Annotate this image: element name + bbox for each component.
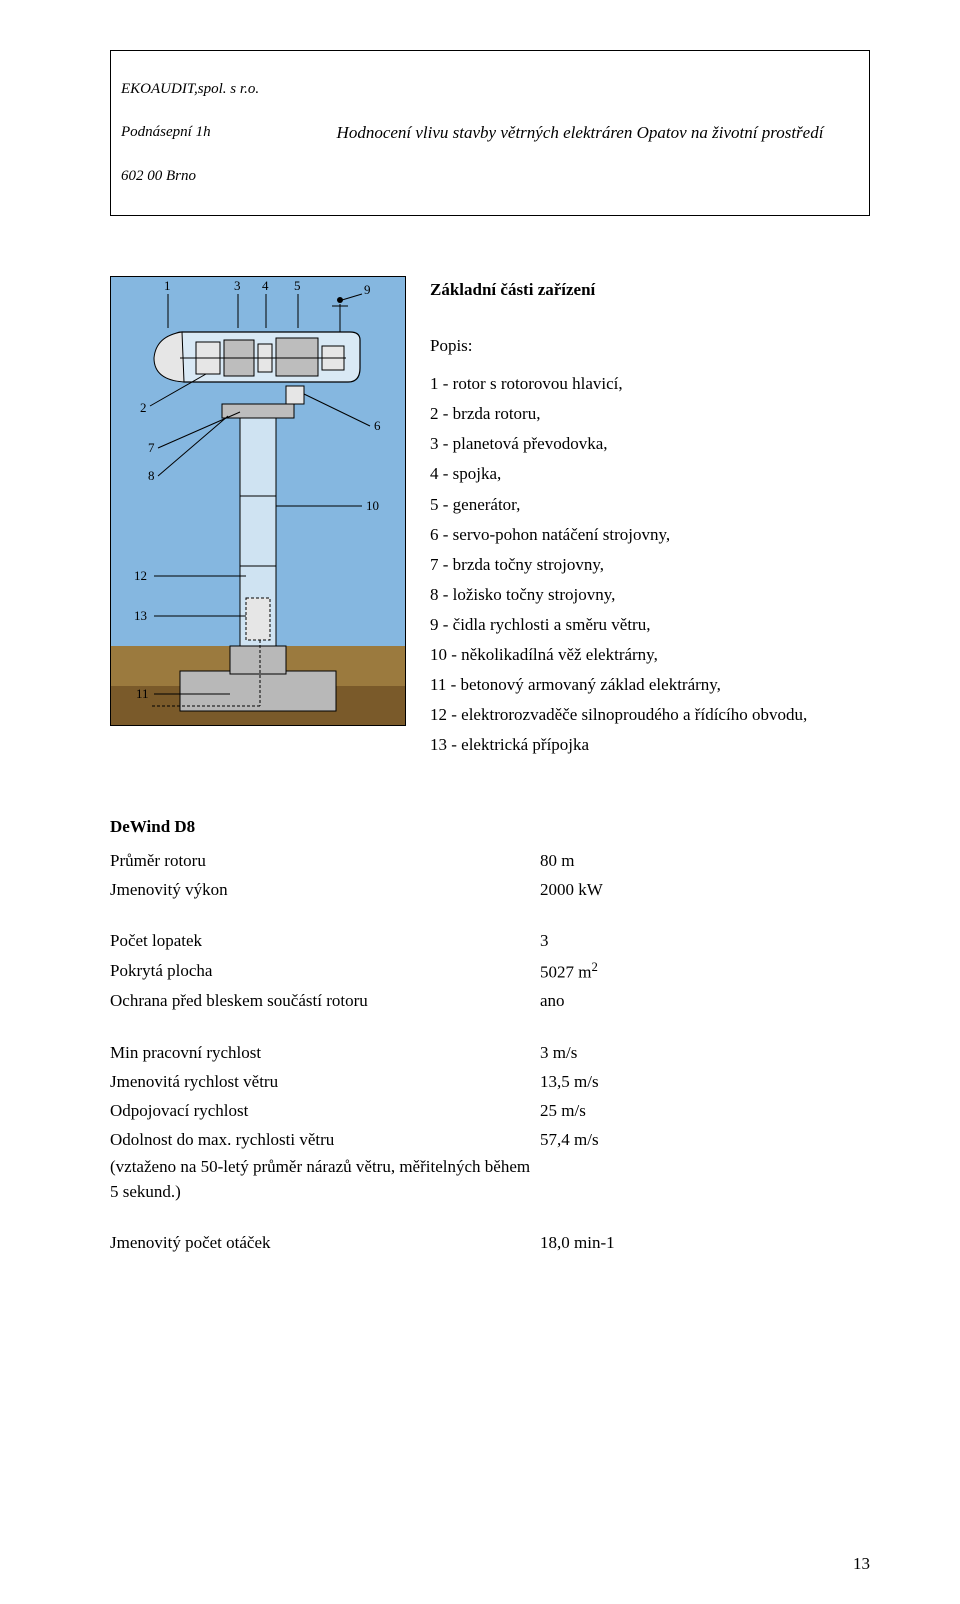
spec-label: Jmenovitá rychlost větru <box>110 1068 540 1095</box>
superscript: 2 <box>591 960 597 974</box>
spec-value: 3 <box>540 927 870 954</box>
part-line: 13 - elektrická přípojka <box>430 731 870 759</box>
spec-label: Ochrana před bleskem součástí rotoru <box>110 987 540 1014</box>
spec-block-1: Průměr rotoru80 mJmenovitý výkon2000 kW <box>110 847 870 903</box>
part-line: 5 - generátor, <box>430 491 870 519</box>
svg-text:7: 7 <box>148 440 155 455</box>
svg-text:9: 9 <box>364 282 371 297</box>
svg-text:6: 6 <box>374 418 381 433</box>
spec-label: Odpojovací rychlost <box>110 1097 540 1124</box>
spec-value: 80 m <box>540 847 870 874</box>
part-line: 3 - planetová převodovka, <box>430 430 870 458</box>
spec-row: Odpojovací rychlost25 m/s <box>110 1097 870 1124</box>
spec-row: Průměr rotoru80 m <box>110 847 870 874</box>
company-name: EKOAUDIT,spol. s r.o. <box>121 79 281 101</box>
spec-row: Odolnost do max. rychlosti větru57,4 m/s <box>110 1126 870 1153</box>
svg-text:10: 10 <box>366 498 379 513</box>
svg-text:3: 3 <box>234 278 241 293</box>
page-number: 13 <box>853 1554 870 1574</box>
spec-label: Průměr rotoru <box>110 847 540 874</box>
popis-label: Popis: <box>430 332 870 360</box>
spec-label: Jmenovitý výkon <box>110 876 540 903</box>
part-line: 9 - čidla rychlosti a směru větru, <box>430 611 870 639</box>
spec-block-3: Min pracovní rychlost3 m/sJmenovitá rych… <box>110 1039 870 1205</box>
part-line: 10 - několikadílná věž elektrárny, <box>430 641 870 669</box>
spec-note: (vztaženo na 50-letý průměr nárazů větru… <box>110 1155 540 1204</box>
spec-row: Jmenovitý výkon2000 kW <box>110 876 870 903</box>
turbine-diagram: 1 3 4 5 9 2 6 7 8 10 12 13 11 <box>110 276 406 726</box>
spec-block-2: Počet lopatek3Pokrytá plocha5027 m2Ochra… <box>110 927 870 1014</box>
spec-value: 2000 kW <box>540 876 870 903</box>
spec-label: Počet lopatek <box>110 927 540 954</box>
spec-block-4: Jmenovitý počet otáček18,0 min-1 <box>110 1229 870 1256</box>
spec-row: Počet lopatek3 <box>110 927 870 954</box>
company-address-1: Podnásepní 1h <box>121 122 281 144</box>
spec-value: 25 m/s <box>540 1097 870 1124</box>
document-title: Hodnocení vlivu stavby větrných elektrár… <box>291 51 869 215</box>
parts-list: 1 - rotor s rotorovou hlavicí,2 - brzda … <box>430 370 870 759</box>
spec-value: ano <box>540 987 870 1014</box>
spec-label: Min pracovní rychlost <box>110 1039 540 1066</box>
company-address-2: 602 00 Brno <box>121 166 281 188</box>
spec-row: Pokrytá plocha5027 m2 <box>110 957 870 986</box>
spec-label: Odolnost do max. rychlosti větru <box>110 1126 540 1153</box>
spec-value: 57,4 m/s <box>540 1126 870 1153</box>
dewind-specs: DeWind D8 Průměr rotoru80 mJmenovitý výk… <box>110 817 870 1256</box>
spec-note-row: (vztaženo na 50-letý průměr nárazů větru… <box>110 1155 870 1204</box>
dewind-title: DeWind D8 <box>110 817 870 837</box>
part-line: 1 - rotor s rotorovou hlavicí, <box>430 370 870 398</box>
svg-text:13: 13 <box>134 608 147 623</box>
part-line: 4 - spojka, <box>430 460 870 488</box>
part-line: 2 - brzda rotoru, <box>430 400 870 428</box>
spec-row: Min pracovní rychlost3 m/s <box>110 1039 870 1066</box>
main-content-row: 1 3 4 5 9 2 6 7 8 10 12 13 11 <box>110 276 870 761</box>
spec-value: 5027 m2 <box>540 957 870 986</box>
spec-value: 18,0 min-1 <box>540 1229 870 1256</box>
spec-row: Ochrana před bleskem součástí rotoruano <box>110 987 870 1014</box>
spec-row: Jmenovitý počet otáček18,0 min-1 <box>110 1229 870 1256</box>
spec-value: 13,5 m/s <box>540 1068 870 1095</box>
svg-text:12: 12 <box>134 568 147 583</box>
section-title: Základní části zařízení <box>430 276 870 304</box>
spec-row: Jmenovitá rychlost větru13,5 m/s <box>110 1068 870 1095</box>
parts-description: Základní části zařízení Popis: 1 - rotor… <box>430 276 870 761</box>
svg-text:4: 4 <box>262 278 269 293</box>
svg-text:8: 8 <box>148 468 155 483</box>
svg-text:1: 1 <box>164 278 171 293</box>
svg-text:11: 11 <box>136 686 149 701</box>
page: EKOAUDIT,spol. s r.o. Podnásepní 1h 602 … <box>0 0 960 1604</box>
header-company-block: EKOAUDIT,spol. s r.o. Podnásepní 1h 602 … <box>111 51 291 215</box>
spec-value: 3 m/s <box>540 1039 870 1066</box>
spec-label: Pokrytá plocha <box>110 957 540 986</box>
part-line: 12 - elektrorozvaděče silnoproudého a ří… <box>430 701 870 729</box>
document-header: EKOAUDIT,spol. s r.o. Podnásepní 1h 602 … <box>110 50 870 216</box>
part-line: 8 - ložisko točny strojovny, <box>430 581 870 609</box>
part-line: 11 - betonový armovaný základ elektrárny… <box>430 671 870 699</box>
part-line: 6 - servo-pohon natáčení strojovny, <box>430 521 870 549</box>
spec-label: Jmenovitý počet otáček <box>110 1229 540 1256</box>
svg-text:2: 2 <box>140 400 147 415</box>
part-line: 7 - brzda točny strojovny, <box>430 551 870 579</box>
svg-text:5: 5 <box>294 278 301 293</box>
